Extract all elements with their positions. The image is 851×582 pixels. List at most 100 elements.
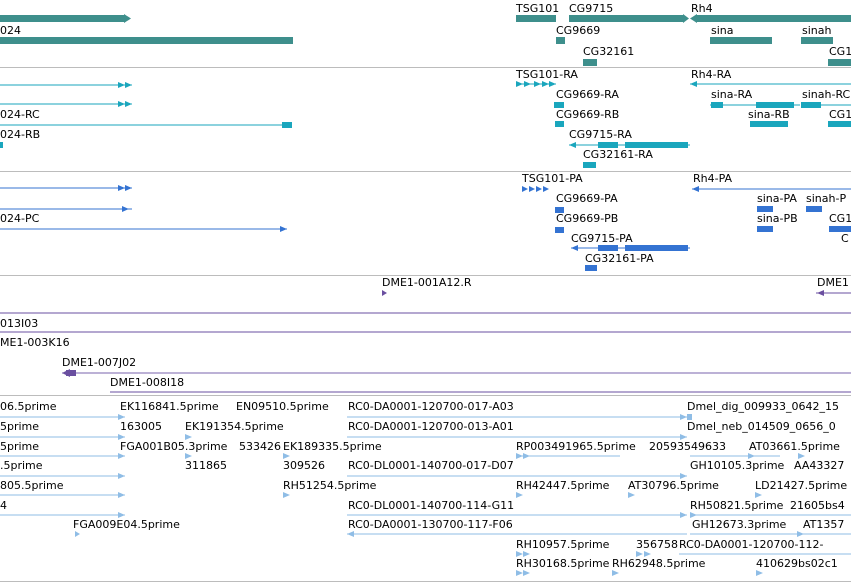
est-label: 311865 [185,459,227,472]
protein-label: CG9669-PB [556,212,619,225]
track-divider [0,67,851,68]
est-label: RC0-DA0001-120700-017-A03 [348,400,514,413]
est-label: LD21427.5prime [755,479,848,492]
protein-label: CG32161-PA [585,252,654,265]
est-label: Dmel_neb_014509_0656_0 [687,420,836,433]
est-label: RH30168.5prime [516,557,610,570]
transcript-label: CG9669-RB [556,108,620,121]
est-label: RC0-DA0001-120700-112- [679,538,824,551]
gene-bar-cg32161[interactable] [583,59,597,66]
gene-bar-rh4[interactable] [697,15,851,22]
protein-features [0,185,851,271]
protein-label: sinah-P [806,192,847,205]
est-label: RH42447.5prime [516,479,610,492]
gene-track: TSG101 CG9715 Rh4 024 CG9669 sina sinah … [0,0,851,66]
est-label: .5prime [0,459,43,472]
gene-arrow [690,14,697,23]
clone-label: DME1 [817,276,849,289]
est-label: RC0-DL0001-140700-114-G11 [348,499,515,512]
clone-features [0,290,851,393]
est-label: RC0-DA0001-120700-013-A01 [348,420,514,433]
est-label: EK191354.5prime [185,420,284,433]
gene-bar-sina[interactable] [710,37,772,44]
gene-label: TSG101 [516,2,560,15]
track-divider [0,171,851,172]
est-label: 533426 [239,440,281,453]
est-label: 20593549633 [649,440,726,453]
est-label: 21605bs4 [790,499,845,512]
clone-label: DME1-007J02 [62,356,137,369]
est-label: 410629bs02c1 [756,557,838,570]
gene-bar-tsg101[interactable] [516,15,556,22]
gene-bar-sinah[interactable] [801,37,833,44]
est-label: 309526 [283,459,325,472]
clone-label: ME1-003K16 [0,336,70,349]
est-label: 356758 [636,538,678,551]
protein-label: CG9715-PA [571,232,633,245]
est-label: GH10105.3prime [690,459,785,472]
est-label: RH51254.5prime [283,479,377,492]
transcript-label: CG32161-RA [583,148,653,161]
est-label: FGA001B05.3prime [120,440,228,453]
track-divider [0,275,851,276]
est-label: RC0-DA0001-130700-117-F06 [348,518,513,531]
gene-label: CG32161 [583,45,635,58]
est-label: 163005 [120,420,162,433]
gene-features [0,14,851,66]
transcript-label: CG9669-RA [556,88,619,101]
est-label: RP003491965.5prime [516,440,636,453]
est-track: 06.5prime EK116841.5prime EN09510.5prime… [0,396,851,582]
transcript-label: sina-RA [711,88,753,101]
est-label: AT03661.5prime [749,440,840,453]
protein-label: 024-PC [0,212,40,225]
protein-label: Rh4-PA [693,172,733,185]
transcript-label: Rh4-RA [691,68,732,81]
est-label: AA43327 [794,459,845,472]
gene-bar-cg9715[interactable] [569,15,683,22]
est-label: Dmel_dig_009933_0642_15 [687,400,840,413]
gene-label: sinah [802,24,832,37]
track-divider [0,395,851,396]
est-label: 06.5prime [0,400,57,413]
est-label: EK189335.5prime [283,440,382,453]
est-label: RH50821.5prime [690,499,784,512]
gene-bar[interactable] [0,15,124,22]
est-label: FGA009E04.5prime [73,518,180,531]
gene-bar-cg1[interactable] [828,59,851,66]
gene-bar-cg9669[interactable] [556,37,565,44]
transcript-label: CG9715-RA [569,128,632,141]
est-label: RH62948.5prime [612,557,706,570]
est-label: 5prime [0,440,40,453]
protein-label: C [841,232,849,245]
protein-label: sina-PA [757,192,797,205]
est-label: RH10957.5prime [516,538,610,551]
est-label: EK116841.5prime [120,400,219,413]
transcript-label: CG1 [829,108,851,121]
protein-label: sina-PB [757,212,798,225]
transcript-label: TSG101-RA [516,68,578,81]
gene-label: 024 [0,24,21,37]
clone-label: 013I03 [0,317,39,330]
est-label: AT1357 [803,518,845,531]
transcript-label: 024-RB [0,128,41,141]
gene-label: CG9715 [569,2,614,15]
gene-label: Rh4 [691,2,713,15]
est-label: 4 [0,499,7,512]
protein-label: TSG101-PA [522,172,583,185]
est-label: RC0-DL0001-140700-017-D07 [348,459,514,472]
gene-label: sina [711,24,734,37]
gene-label: CG1 [829,45,851,58]
gene-bar-024[interactable] [0,37,293,44]
transcript-label: 024-RC [0,108,40,121]
transcript-rna-track: TSG101-RA Rh4-RA CG9669-RA sina-RA sinah… [0,68,851,170]
est-label: EN09510.5prime [236,400,329,413]
gene-arrow [683,14,689,23]
est-label: AT30796.5prime [628,479,719,492]
est-label: GH12673.3prime [692,518,787,531]
rna-features [0,81,851,168]
transcript-label: sina-RB [748,108,790,121]
gene-arrow [124,14,131,23]
protein-label: CG1 [829,212,851,225]
est-label: 805.5prime [0,479,64,492]
